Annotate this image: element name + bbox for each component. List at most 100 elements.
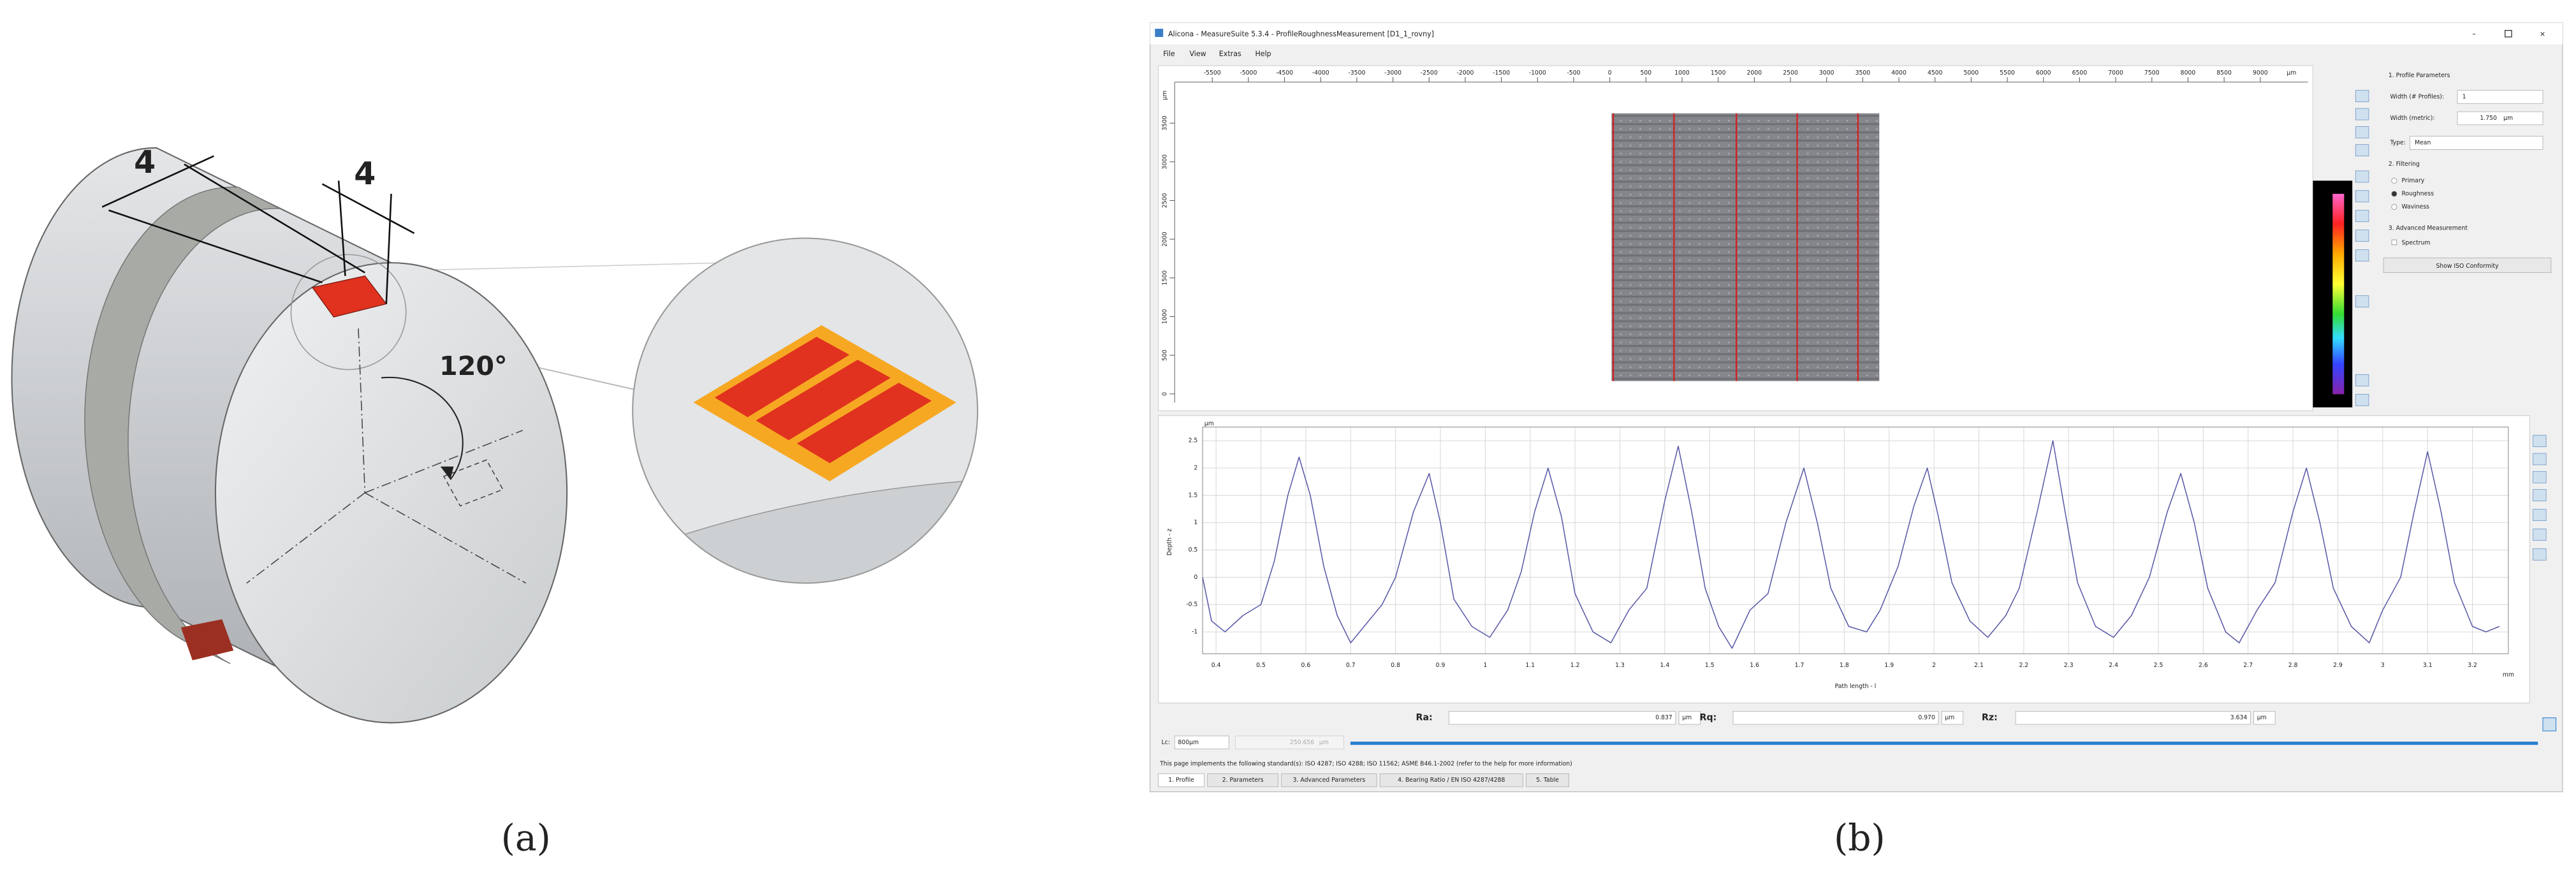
dropdown[interactable] — [2409, 136, 2543, 150]
ruler-label: 0 — [1161, 392, 1168, 396]
ruler-label: -500 — [1567, 70, 1580, 77]
ruler-label: 6500 — [2072, 70, 2088, 77]
iso-button[interactable] — [2383, 258, 2552, 273]
radio-button[interactable] — [2391, 177, 2397, 184]
unit-dropdown[interactable] — [1941, 710, 1964, 725]
ruler-label: 6000 — [2036, 70, 2051, 77]
radio-button[interactable] — [2391, 204, 2397, 210]
tab[interactable] — [1158, 773, 1205, 788]
x-tick-label: 1.4 — [1660, 662, 1670, 669]
minimize-button[interactable]: – — [2472, 30, 2476, 38]
menu-item[interactable]: File — [1163, 50, 1175, 58]
ruler-label: 8000 — [2181, 70, 2196, 77]
ruler-label: 0 — [1608, 70, 1612, 77]
tab[interactable] — [1379, 773, 1523, 788]
chart-toolbar[interactable] — [2533, 435, 2547, 561]
toolbar[interactable] — [2355, 90, 2369, 406]
ruler-label: 3500 — [1161, 115, 1168, 131]
magnifier-circle — [632, 237, 979, 584]
ruler-label: 500 — [1161, 349, 1168, 361]
ruler-label: 9000 — [2253, 70, 2268, 77]
x-tick-label: 1.2 — [1570, 662, 1580, 669]
ruler-label: -4000 — [1312, 70, 1329, 77]
x-tick-label: 2.1 — [1974, 662, 1984, 669]
ruler-label: 5000 — [1964, 70, 1979, 77]
refresh-button[interactable] — [2542, 717, 2557, 731]
y-tick-label: -1 — [1192, 628, 1197, 635]
lc-dropdown[interactable] — [1174, 735, 1229, 750]
angle-arc — [381, 376, 464, 480]
menu-item[interactable]: Extras — [1219, 50, 1241, 58]
spin-box[interactable] — [2457, 90, 2543, 104]
lc-value: 800µm — [1178, 739, 1199, 746]
x-tick-label: 1 — [1483, 662, 1487, 669]
standards-note: This page implements the following stand… — [1159, 760, 1572, 767]
laser-stripe — [715, 337, 850, 418]
result-label: Ra: — [1416, 713, 1433, 723]
ruler-label: -3000 — [1384, 70, 1401, 77]
angle-label: 120° — [439, 351, 508, 381]
color-bar — [2332, 193, 2345, 395]
dimension-label: 4 — [354, 156, 376, 192]
y-unit: µm — [1204, 420, 1214, 427]
x-tick-label: 0.9 — [1436, 662, 1445, 669]
tab[interactable] — [1526, 773, 1569, 788]
field-unit: µm — [2503, 115, 2513, 122]
ruler-label: 4500 — [1928, 70, 1943, 77]
x-tick-label: 2.7 — [2243, 662, 2253, 669]
x-axis-label: Path length - l — [1835, 683, 1877, 690]
x-tick-label: 1.8 — [1840, 662, 1849, 669]
x-tick-label: 1.9 — [1884, 662, 1894, 669]
y-tick-label: 2 — [1194, 464, 1197, 471]
x-tick-label: 2.4 — [2109, 662, 2118, 669]
laser-stripe — [756, 360, 891, 441]
profile-lines — [1612, 113, 1859, 381]
x-tick-label: 1.3 — [1615, 662, 1625, 669]
checkbox[interactable] — [2391, 239, 2397, 246]
button-label: Show ISO Conformity — [2436, 263, 2499, 270]
x-tick-label: 0.5 — [1256, 662, 1266, 669]
ruler-label: 5500 — [2000, 70, 2015, 77]
tab-label: 5. Table — [1536, 777, 1559, 784]
ruler-label: 3500 — [1855, 70, 1871, 77]
option-label: Spectrum — [2401, 240, 2430, 247]
tab-label: 1. Profile — [1168, 777, 1194, 784]
dimension-lines — [101, 155, 415, 304]
ruler-label: -3500 — [1348, 70, 1365, 77]
menu-item[interactable]: View — [1189, 50, 1206, 58]
app-icon — [1155, 29, 1164, 37]
option-label: Roughness — [2401, 190, 2434, 197]
ruler-label: -2000 — [1456, 70, 1474, 77]
unit-dropdown[interactable] — [2253, 710, 2276, 725]
maximize-button[interactable] — [2505, 30, 2512, 38]
result-unit: µm — [1682, 714, 1692, 721]
unit-dropdown[interactable] — [1678, 710, 1701, 725]
radio-button[interactable] — [2391, 191, 2397, 197]
x-tick-label: 0.7 — [1346, 662, 1356, 669]
x-tick-label: 2.6 — [2199, 662, 2208, 669]
tab[interactable] — [1207, 773, 1278, 788]
menu-item[interactable]: Help — [1255, 50, 1271, 58]
spin-box[interactable] — [2457, 111, 2543, 126]
ruler-label: -1000 — [1529, 70, 1546, 77]
x-tick-label: 0.8 — [1391, 662, 1400, 669]
ruler-label: -4500 — [1276, 70, 1293, 77]
tab[interactable] — [1281, 773, 1377, 788]
dimension-label: 4 — [134, 144, 156, 180]
lc-label: Lc: — [1162, 739, 1170, 746]
ruler-unit: µm — [1161, 91, 1168, 100]
x-tick-label: 1.1 — [1525, 662, 1535, 669]
laser-patch — [180, 619, 234, 661]
panel-label: (b) — [1834, 817, 1885, 859]
close-button[interactable]: × — [2540, 30, 2545, 38]
x-tick-label: 2.3 — [2064, 662, 2074, 669]
x-tick-label: 2.9 — [2333, 662, 2343, 669]
option-label: Waviness — [2401, 203, 2429, 210]
section-title: 1. Profile Parameters — [2389, 72, 2450, 79]
detail-circle — [290, 254, 407, 370]
y-tick-label: 2.5 — [1189, 437, 1198, 444]
length-unit: µm — [1319, 739, 1329, 746]
field-value: 1.750 — [2480, 115, 2497, 122]
x-tick-label: 3.1 — [2423, 662, 2433, 669]
